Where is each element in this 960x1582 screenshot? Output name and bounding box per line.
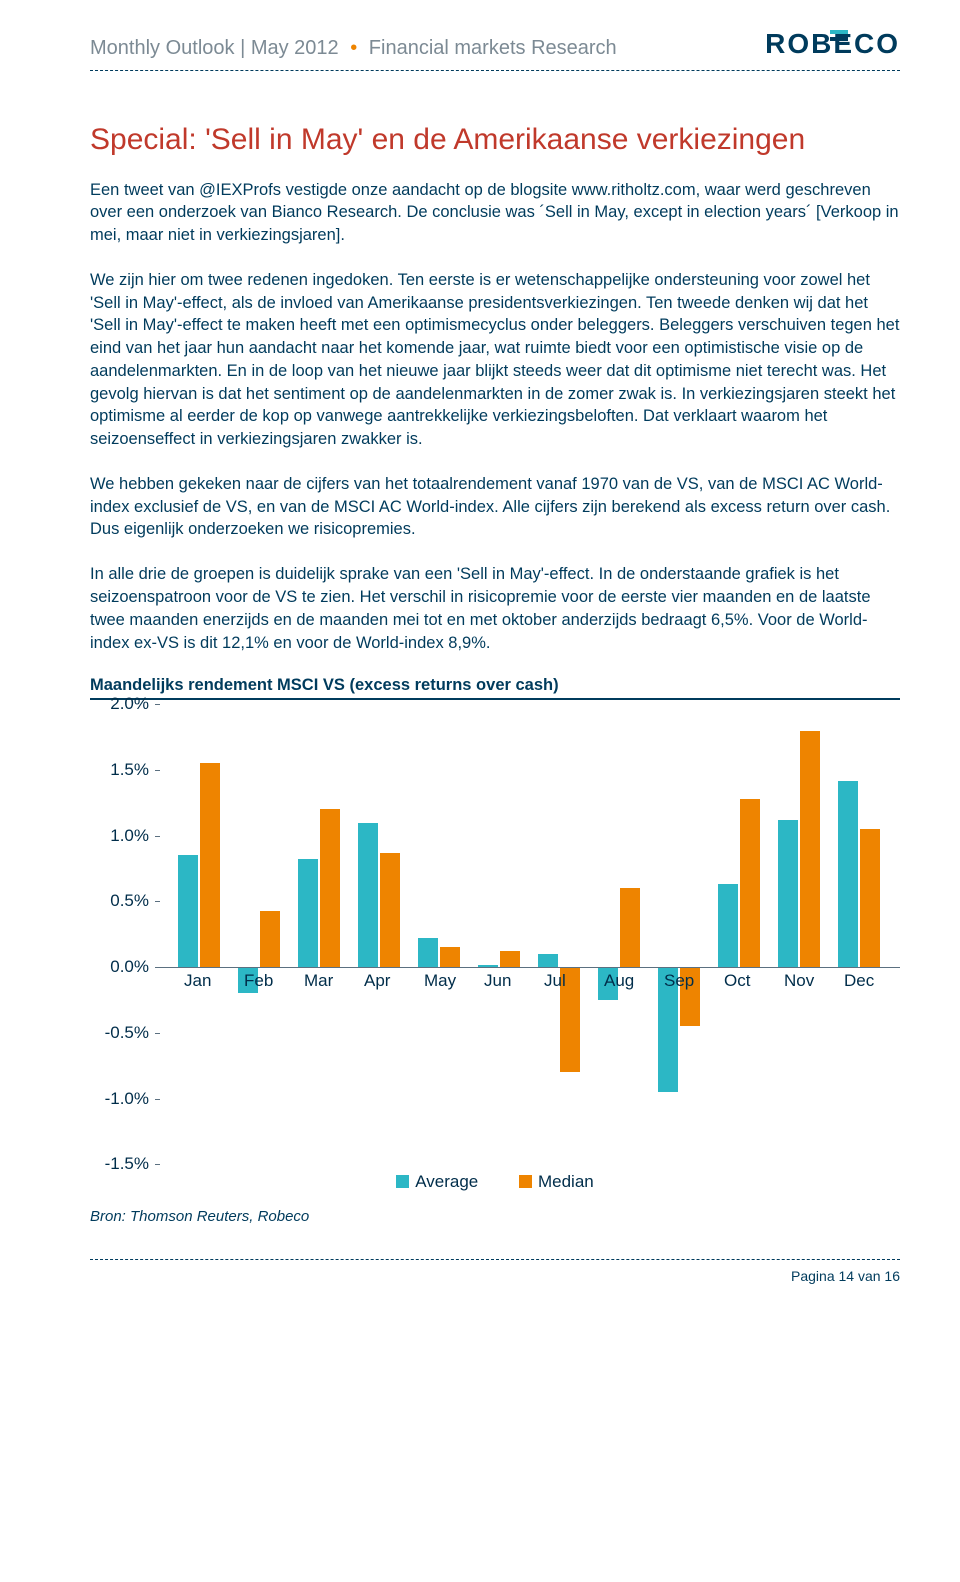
header-title: Monthly Outlook | May 2012 • Financial m… [90,37,617,60]
bar [178,855,198,967]
bar [778,820,798,967]
bar [740,799,760,967]
x-tick-label: Mar [304,971,333,991]
x-tick-label: Sep [664,971,694,991]
legend-item-average: Average [396,1172,483,1191]
bar [620,888,640,967]
chart-legend: Average Median [90,1172,900,1192]
chart-title: Maandelijks rendement MSCI VS (excess re… [90,676,900,700]
legend-label: Median [538,1172,594,1191]
legend-swatch-icon [519,1175,532,1188]
y-tick-label: -1.5% [105,1154,149,1174]
chart-bars: Jan Feb Mar Apr May Jun Jul Aug Sep Oct Nov Dec [160,704,900,1164]
x-tick-label: Oct [724,971,750,991]
y-tick-label: 1.0% [110,826,149,846]
x-tick-label: Nov [784,971,814,991]
legend-swatch-icon [396,1175,409,1188]
y-tick-label: 0.0% [110,957,149,977]
article-heading: Special: 'Sell in May' en de Amerikaanse… [90,121,900,159]
page-number: Pagina 14 van 16 [791,1268,900,1284]
header-prefix: Monthly Outlook | May 2012 [90,37,339,59]
x-tick-label: Feb [244,971,273,991]
y-tick-label: 1.5% [110,760,149,780]
bar [320,809,340,967]
y-axis-labels: 2.0%1.5%1.0%0.5%0.0%-0.5%-1.0%-1.5% [90,704,155,1164]
legend-label: Average [415,1172,478,1191]
bar [860,829,880,967]
header-suffix: Financial markets Research [369,37,617,59]
bar [718,884,738,967]
article-paragraph: Een tweet van @IEXProfs vestigde onze aa… [90,179,900,247]
article-paragraph: In alle drie de groepen is duidelijk spr… [90,563,900,654]
bar [380,853,400,967]
bar [418,938,438,967]
bar [200,763,220,967]
bar [298,859,318,967]
article-paragraph: We hebben gekeken naar de cijfers van he… [90,473,900,541]
zero-axis [160,967,900,968]
x-tick-label: Dec [844,971,874,991]
robeco-logo: ROBECO [765,28,900,60]
bar [440,947,460,967]
page-footer: Pagina 14 van 16 [90,1259,900,1284]
chart-source: Bron: Thomson Reuters, Robeco [90,1208,900,1225]
chart-area: 2.0%1.5%1.0%0.5%0.0%-0.5%-1.0%-1.5% JanF… [90,704,900,1164]
article-paragraph: We zijn hier om twee redenen ingedoken. … [90,269,900,451]
header-separator: • [350,37,357,59]
y-tick-label: 2.0% [110,694,149,714]
bar [838,781,858,968]
bar [260,911,280,968]
legend-item-median: Median [519,1172,594,1191]
bar [500,951,520,967]
y-tick-label: -0.5% [105,1023,149,1043]
bar [800,731,820,968]
page-header: Monthly Outlook | May 2012 • Financial m… [90,28,900,71]
x-tick-label: Jun [484,971,511,991]
x-tick-label: Apr [364,971,390,991]
chart-plot: Jan Feb Mar Apr May Jun Jul Aug Sep Oct Nov Dec [160,704,900,1164]
x-tick-label: Aug [604,971,634,991]
x-tick-label: Jan [184,971,211,991]
y-tick-label: 0.5% [110,891,149,911]
y-tick-label: -1.0% [105,1089,149,1109]
x-tick-label: May [424,971,456,991]
bar [358,823,378,968]
x-tick-label: Jul [544,971,566,991]
bar [538,954,558,967]
